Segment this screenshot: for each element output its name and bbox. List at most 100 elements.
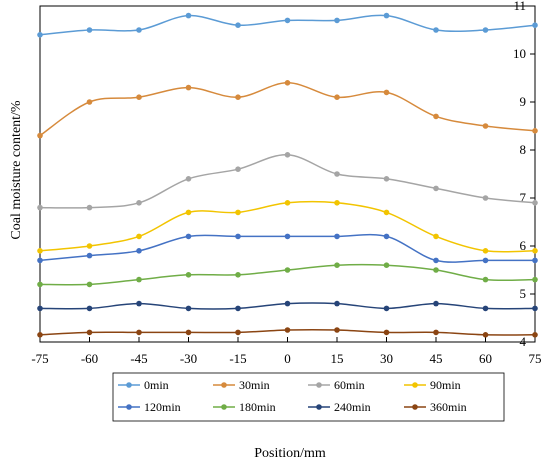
data-point (532, 248, 538, 254)
y-tick-label: 9 (520, 94, 527, 109)
series-360min (37, 327, 538, 338)
data-point (185, 233, 192, 240)
data-point (383, 209, 390, 216)
data-point (185, 12, 192, 19)
y-tick-label: 4 (520, 334, 527, 349)
legend-swatch-marker (221, 404, 227, 410)
data-point (532, 332, 538, 338)
data-point (235, 305, 241, 312)
x-tick-label: -45 (130, 351, 147, 366)
plot-area-border (39, 5, 536, 343)
data-point (284, 233, 291, 240)
x-tick-label: -15 (229, 351, 246, 366)
series-90min (37, 200, 538, 254)
data-point (383, 12, 390, 19)
series-30min (37, 80, 538, 139)
data-point (433, 185, 439, 192)
series-lines (37, 12, 538, 338)
legend-label: 360min (430, 400, 467, 414)
legend-swatch-marker (412, 382, 418, 388)
data-point (433, 113, 439, 120)
legend-swatch-marker (126, 382, 132, 388)
data-point (86, 204, 93, 211)
data-point (334, 262, 340, 269)
data-point (284, 80, 291, 86)
data-point (37, 332, 43, 338)
data-point (235, 233, 241, 240)
x-tick-label: 75 (529, 351, 542, 366)
legend-swatch-marker (221, 382, 227, 388)
data-point (482, 276, 489, 283)
legend-item: 360min (404, 400, 467, 414)
x-axis: -75 -60 -45 -30 -15 0 15 30 45 60 75 (31, 337, 542, 366)
data-point (136, 300, 142, 307)
data-point (235, 22, 241, 29)
data-point (433, 27, 439, 33)
legend-label: 120min (144, 400, 181, 414)
data-point (136, 94, 142, 100)
data-point (532, 276, 538, 283)
data-point (284, 300, 291, 307)
series-180min (37, 262, 538, 288)
legend-label: 30min (239, 378, 270, 392)
series-line (39, 154, 536, 209)
data-point (37, 248, 43, 254)
data-point (334, 327, 340, 333)
data-point (532, 257, 538, 264)
legend-item: 90min (404, 378, 461, 392)
data-point (235, 166, 241, 172)
data-point (235, 329, 241, 336)
y-tick-label: 11 (513, 0, 526, 13)
data-point (532, 200, 538, 206)
series-120min (37, 233, 538, 264)
x-tick-label: 60 (479, 351, 492, 366)
data-point (185, 329, 192, 336)
data-point (334, 94, 340, 100)
data-point (86, 99, 93, 105)
data-point (383, 305, 390, 312)
data-point (86, 281, 93, 288)
data-point (185, 272, 192, 278)
data-point (86, 27, 93, 33)
data-point (136, 27, 142, 33)
data-point (86, 243, 93, 249)
data-point (433, 300, 439, 307)
data-point (482, 332, 489, 338)
legend-swatch-marker (126, 404, 132, 410)
data-point (433, 329, 439, 336)
data-point (284, 267, 291, 273)
legend-swatch-marker (316, 382, 322, 388)
data-point (284, 327, 291, 333)
data-point (136, 329, 142, 336)
data-point (433, 257, 439, 264)
legend-swatch-marker (412, 404, 418, 410)
x-tick-label: 45 (430, 351, 443, 366)
data-point (37, 305, 43, 312)
y-axis: 4 5 6 7 8 9 10 11 (513, 0, 535, 349)
data-point (482, 195, 489, 201)
x-axis-label: Position/mm (254, 446, 326, 461)
legend-item: 30min (213, 378, 270, 392)
data-point (185, 305, 192, 312)
data-point (86, 252, 93, 259)
data-point (284, 152, 291, 158)
data-point (235, 272, 241, 278)
legend-item: 60min (308, 378, 365, 392)
series-60min (37, 152, 538, 211)
y-tick-label: 5 (520, 286, 527, 301)
legend-label: 60min (334, 378, 365, 392)
data-point (482, 123, 489, 129)
data-point (37, 257, 43, 264)
series-240min (37, 300, 538, 312)
plot-frame (39, 5, 536, 343)
legend-swatch-marker (316, 404, 322, 410)
x-tick-label: 15 (331, 351, 344, 366)
data-point (185, 209, 192, 216)
data-point (482, 27, 489, 33)
data-point (235, 209, 241, 216)
x-tick-label: -30 (180, 351, 197, 366)
data-point (383, 233, 390, 240)
data-point (37, 132, 43, 139)
x-tick-label: -75 (31, 351, 48, 366)
